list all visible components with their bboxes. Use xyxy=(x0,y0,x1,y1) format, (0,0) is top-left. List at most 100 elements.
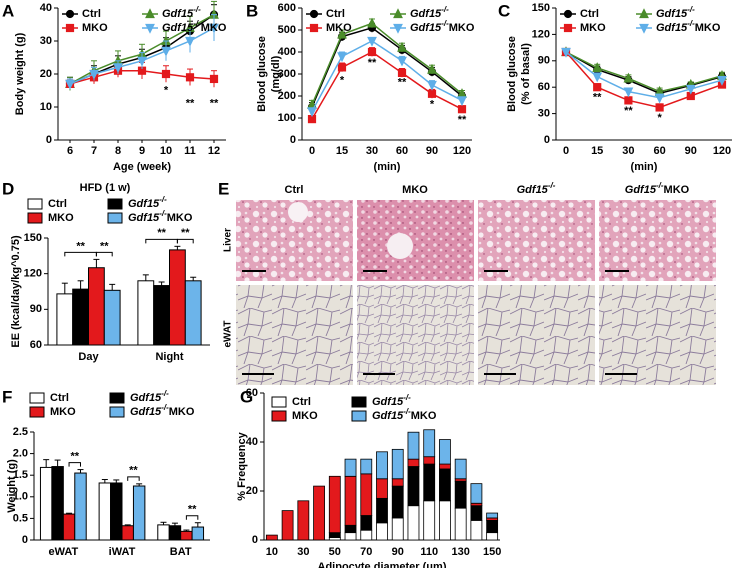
legend-label: Gdf15-/- xyxy=(130,389,169,404)
x-tick-label: 9 xyxy=(139,145,145,157)
legend-label: MKO xyxy=(326,22,352,34)
x-tick-label: 15 xyxy=(336,145,348,157)
y-tick-label: 20 xyxy=(246,485,258,497)
x-tick-label: 15 xyxy=(591,145,603,157)
vessel xyxy=(387,233,413,259)
x-tick-label: 130 xyxy=(451,546,469,558)
significance: ** xyxy=(186,98,195,110)
y-tick-label: 60 xyxy=(30,339,42,351)
significance: ** xyxy=(593,92,602,104)
comparison-bracket xyxy=(127,476,140,481)
comparison-bracket xyxy=(64,251,97,257)
bar-segment xyxy=(376,522,388,541)
bar-segment xyxy=(470,505,483,521)
legend-marker xyxy=(393,23,403,34)
series-line xyxy=(565,51,723,109)
image xyxy=(478,285,595,385)
marker xyxy=(307,107,317,118)
bar xyxy=(121,525,134,541)
marker xyxy=(561,47,571,58)
bar xyxy=(103,289,121,346)
bar-segment xyxy=(391,517,404,541)
significance: * xyxy=(657,112,662,124)
legend-marker xyxy=(563,9,573,19)
marker xyxy=(161,69,171,79)
x-tick-label: 12 xyxy=(208,145,220,157)
bar-segment xyxy=(423,429,436,458)
legend-swatch xyxy=(109,406,125,418)
y-tick-label: 30 xyxy=(538,108,550,120)
marker xyxy=(367,17,377,28)
bar-segment xyxy=(407,505,420,541)
marker xyxy=(624,96,633,105)
significance: ** xyxy=(210,98,219,110)
chart-title: HFD (1 w) xyxy=(80,182,131,194)
significance: ** xyxy=(157,227,166,239)
series-line xyxy=(311,22,463,106)
y-tick-label: 500 xyxy=(278,24,296,36)
column-header: Gdf15-/-MKO xyxy=(625,181,690,196)
y-axis-label: (mg/dl) xyxy=(270,55,282,92)
legend-label: Ctrl xyxy=(82,8,101,20)
marker xyxy=(185,36,195,47)
bar-segment xyxy=(439,468,451,502)
bar xyxy=(137,280,155,346)
x-tick-label: 150 xyxy=(483,546,501,558)
x-tick-label: 120 xyxy=(713,145,731,157)
x-tick-label: 10 xyxy=(266,546,278,558)
marker xyxy=(65,79,75,90)
marker xyxy=(717,76,727,86)
legend-swatch xyxy=(351,410,367,422)
panel-label: C xyxy=(498,1,510,20)
column-header: Ctrl xyxy=(285,184,304,196)
marker xyxy=(367,47,377,57)
bar xyxy=(98,482,112,541)
y-tick-label: 90 xyxy=(30,303,42,315)
legend-swatch xyxy=(271,410,287,422)
y-axis-label: % Frequency xyxy=(236,431,248,500)
y-tick-label: 0 xyxy=(544,134,550,146)
x-tick-label: Night xyxy=(155,351,183,363)
marker xyxy=(457,105,467,114)
x-tick-label: 8 xyxy=(115,145,121,157)
marker xyxy=(209,23,219,34)
bar xyxy=(39,466,53,541)
x-tick-label: 90 xyxy=(426,145,438,157)
x-tick-label: iWAT xyxy=(109,546,136,558)
image xyxy=(599,200,716,281)
significance: * xyxy=(164,84,169,96)
x-tick-label: 90 xyxy=(685,145,697,157)
x-tick-label: BAT xyxy=(170,546,192,558)
legend-label: MKO xyxy=(82,22,108,34)
y-tick-label: 150 xyxy=(532,2,550,14)
bar-segment xyxy=(407,458,420,467)
y-tick-label: 0 xyxy=(290,134,296,146)
panel-label: B xyxy=(246,1,258,20)
bar-segment xyxy=(454,480,467,509)
significance: ** xyxy=(188,504,197,516)
legend-swatch xyxy=(271,396,287,408)
bar-segment xyxy=(265,534,278,541)
x-tick-label: 50 xyxy=(329,546,341,558)
marker xyxy=(209,74,219,84)
y-tick-label: 60 xyxy=(246,387,258,399)
bar xyxy=(62,513,76,541)
x-tick-label: 70 xyxy=(360,546,372,558)
bar xyxy=(157,524,170,541)
y-tick-label: 0 xyxy=(46,134,52,146)
x-tick-label: 90 xyxy=(392,546,404,558)
x-tick-label: 110 xyxy=(420,546,438,558)
legend-label: Ctrl xyxy=(48,198,67,210)
x-tick-label: 60 xyxy=(396,145,408,157)
y-axis-label: Blood glucose xyxy=(256,36,268,112)
image xyxy=(357,200,474,281)
bar-segment xyxy=(344,532,357,541)
comparison-bracket xyxy=(95,251,113,257)
marker xyxy=(367,36,377,47)
x-axis-label: Age (week) xyxy=(113,161,171,173)
marker xyxy=(457,96,467,107)
bar-segment xyxy=(391,485,404,519)
y-tick-label: 0 xyxy=(252,534,258,546)
